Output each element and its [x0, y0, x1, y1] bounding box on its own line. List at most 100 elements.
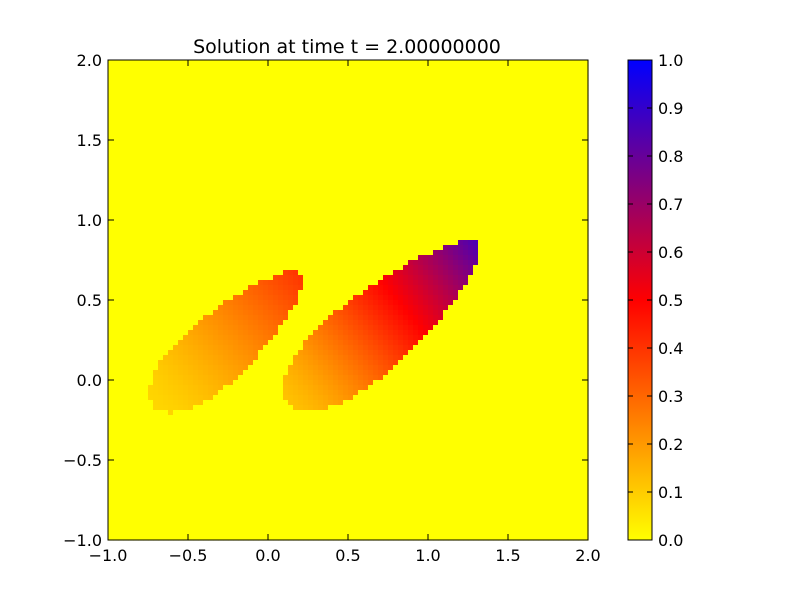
heatmap-cell [233, 135, 239, 141]
heatmap-cell [213, 320, 219, 326]
heatmap-cell [303, 285, 309, 291]
heatmap-cell [198, 510, 204, 516]
heatmap-cell [258, 285, 264, 291]
heatmap-cell [208, 70, 214, 76]
heatmap-cell [123, 260, 129, 266]
heatmap-cell [263, 510, 269, 516]
heatmap-cell [158, 535, 164, 541]
heatmap-cell [138, 405, 144, 411]
heatmap-cell [198, 390, 204, 396]
heatmap-cell [293, 420, 299, 426]
heatmap-cell [158, 230, 164, 236]
heatmap-cell [328, 150, 334, 156]
heatmap-cell [303, 355, 309, 361]
heatmap-cell [118, 135, 124, 141]
heatmap-cell [218, 165, 224, 171]
heatmap-cell [253, 345, 259, 351]
heatmap-cell [128, 240, 134, 246]
heatmap-cell [243, 75, 249, 81]
heatmap-cell [213, 395, 219, 401]
heatmap-cell [173, 190, 179, 196]
heatmap-cell [228, 440, 234, 446]
heatmap-cell [343, 270, 349, 276]
heatmap-cell [168, 485, 174, 491]
heatmap-cell [318, 220, 324, 226]
heatmap-cell [108, 305, 114, 311]
heatmap-cell [233, 485, 239, 491]
heatmap-cell [128, 300, 134, 306]
heatmap-cell [348, 260, 354, 266]
heatmap-cell [143, 205, 149, 211]
heatmap-cell [133, 505, 139, 511]
heatmap-cell [348, 150, 354, 156]
heatmap-cell [258, 415, 264, 421]
heatmap-cell [313, 155, 319, 161]
heatmap-cell [198, 535, 204, 541]
heatmap-cell [168, 160, 174, 166]
heatmap-cell [118, 480, 124, 486]
heatmap-cell [118, 450, 124, 456]
heatmap-cell [108, 345, 114, 351]
heatmap-cell [213, 165, 219, 171]
heatmap-cell [243, 80, 249, 86]
heatmap-cell [263, 155, 269, 161]
heatmap-cell [303, 445, 309, 451]
heatmap-cell [158, 340, 164, 346]
heatmap-cell [293, 255, 299, 261]
heatmap-cell [198, 125, 204, 131]
heatmap-cell [273, 70, 279, 76]
heatmap-cell [278, 100, 284, 106]
heatmap-cell [143, 155, 149, 161]
heatmap-cell [288, 305, 294, 311]
heatmap-cell [253, 495, 259, 501]
heatmap-cell [213, 520, 219, 526]
heatmap-cell [228, 75, 234, 81]
heatmap-cell [173, 440, 179, 446]
heatmap-cell [208, 165, 214, 171]
heatmap-cell [248, 135, 254, 141]
heatmap-cell [113, 130, 119, 136]
heatmap-cell [148, 360, 154, 366]
heatmap-cell [273, 60, 279, 66]
heatmap-cell [283, 100, 289, 106]
heatmap-cell [148, 320, 154, 326]
heatmap-cell [288, 440, 294, 446]
heatmap-cell [228, 355, 234, 361]
heatmap-cell [233, 215, 239, 221]
heatmap-cell [138, 485, 144, 491]
heatmap-cell [143, 75, 149, 81]
heatmap-cell [208, 180, 214, 186]
heatmap-cell [138, 535, 144, 541]
heatmap-cell [183, 150, 189, 156]
heatmap-cell [283, 310, 289, 316]
heatmap-cell [113, 450, 119, 456]
heatmap-cell [228, 60, 234, 66]
heatmap-cell [193, 140, 199, 146]
heatmap-cell [338, 375, 344, 381]
heatmap-cell [298, 100, 304, 106]
heatmap-cell [143, 400, 149, 406]
heatmap-cell [223, 475, 229, 481]
heatmap-cell [158, 200, 164, 206]
heatmap-cell [243, 110, 249, 116]
heatmap-cell [113, 135, 119, 141]
heatmap-cell [328, 340, 334, 346]
heatmap-cell [248, 95, 254, 101]
heatmap-cell [148, 480, 154, 486]
heatmap-cell [233, 205, 239, 211]
heatmap-cell [358, 400, 364, 406]
heatmap-cell [333, 425, 339, 431]
heatmap-cell [313, 80, 319, 86]
heatmap-cell [268, 60, 274, 66]
heatmap-cell [228, 95, 234, 101]
heatmap-cell [113, 215, 119, 221]
heatmap-cell [318, 510, 324, 516]
heatmap-cell [113, 360, 119, 366]
heatmap-cell [143, 130, 149, 136]
heatmap-cell [183, 445, 189, 451]
heatmap-cell [143, 465, 149, 471]
heatmap-cell [308, 415, 314, 421]
heatmap-cell [338, 370, 344, 376]
heatmap-cell [288, 190, 294, 196]
heatmap-cell [253, 320, 259, 326]
